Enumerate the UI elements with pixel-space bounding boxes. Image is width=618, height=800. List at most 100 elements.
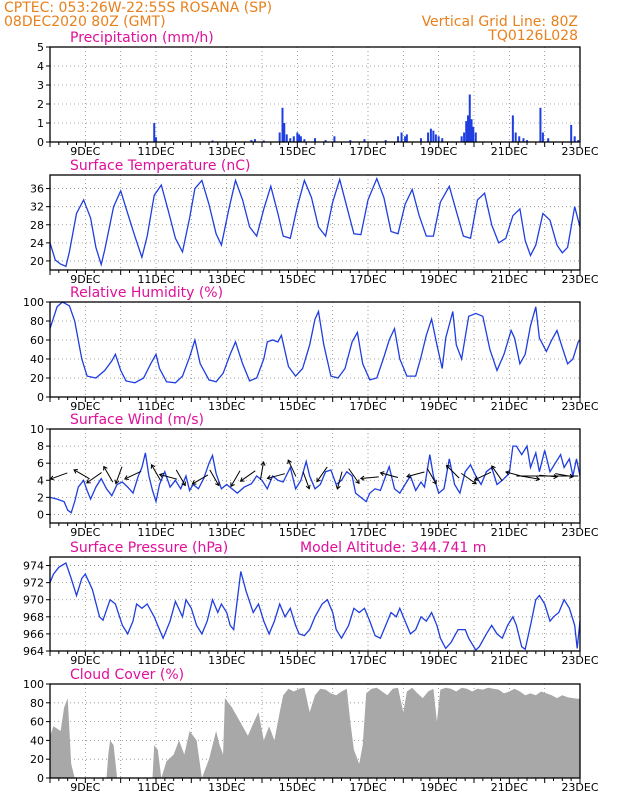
y-tick-label: 5 (37, 41, 44, 54)
date-label: 15DEC (279, 781, 316, 794)
wind-arrow (426, 467, 437, 485)
y-tick-label: 60 (30, 716, 44, 729)
wind-arrow-head (355, 479, 360, 485)
precip-bar (299, 136, 302, 142)
wind-arrow (230, 470, 241, 488)
precip-bar (384, 140, 387, 142)
precip-bar (363, 139, 366, 142)
wind-arrow-shaft (230, 470, 241, 487)
wind-arrow-head (359, 475, 365, 481)
y-tick-label: 2 (37, 491, 44, 504)
precip-bar (547, 138, 550, 142)
precip-bar (289, 138, 292, 142)
date-label: 17DEC (349, 526, 386, 539)
date-label: 15DEC (279, 145, 316, 158)
wind-arrow-shaft (474, 471, 492, 481)
wind-arrow-shaft (287, 459, 297, 477)
wind-panel: 0 2 4 6 8 10 9DEC 11DEC 13DEC 15DEC 17DEC 19DEC 21DE… (30, 412, 599, 539)
precip-bar (296, 132, 299, 142)
y-tick-label: 0 (37, 508, 44, 521)
wind-arrow (445, 464, 460, 479)
precip-bar (432, 130, 435, 142)
wind-arrow-shaft (348, 468, 360, 484)
wind-arrow-head (305, 484, 311, 490)
y-tick-label: 40 (30, 734, 44, 747)
precip-bar (155, 137, 157, 142)
date-label: 9DEC (70, 400, 100, 413)
precip-bar (470, 119, 473, 142)
pres-series-line (49, 562, 581, 652)
temp-frame (49, 174, 581, 271)
precip-bar (514, 132, 517, 142)
wind-arrow-shaft (73, 469, 90, 480)
y-tick-label: 966 (23, 628, 44, 641)
wind-arrow (114, 466, 123, 485)
wind-arrow-head (191, 480, 197, 485)
date-label: 17DEC (349, 400, 386, 413)
temp-title: Surface Temperature (nC) (70, 158, 251, 174)
date-label: 13DEC (208, 781, 245, 794)
wind-arrow (287, 459, 297, 477)
precip-bar (541, 132, 544, 142)
wind-arrow-head (335, 484, 341, 490)
date-label: 11DEC (137, 145, 174, 158)
y-tick-label: 3 (37, 79, 44, 92)
wind-arrow-head (158, 472, 164, 478)
precip-frame (49, 46, 581, 143)
y-tick-label: 32 (30, 201, 44, 214)
precip-bar (468, 94, 471, 142)
date-label: 19DEC (420, 145, 457, 158)
wind-arrow-head (181, 481, 186, 487)
y-tick-label: 970 (23, 594, 44, 607)
precip-bar (460, 136, 463, 142)
y-tick-label: 0 (37, 136, 44, 149)
wind-arrow-shaft (491, 465, 503, 482)
date-label: 13DEC (208, 145, 245, 158)
wind-arrow-head (230, 482, 235, 488)
y-tick-label: 100 (23, 296, 44, 309)
date-label: 9DEC (70, 273, 100, 286)
date-label: 17DEC (349, 781, 386, 794)
header-grid-note: Vertical Grid Line: 80Z (422, 14, 578, 30)
date-label: 21DEC (491, 145, 528, 158)
wind-arrow-head (266, 475, 272, 481)
precip-bar (250, 140, 253, 142)
y-tick-label: 80 (30, 315, 44, 328)
date-label: 21DEC (491, 273, 528, 286)
date-label: 21DEC (491, 781, 528, 794)
date-label: 11DEC (137, 654, 174, 667)
wind-arrow-head (114, 479, 120, 485)
wind-arrow (49, 472, 68, 481)
wind-arrow-head (445, 464, 451, 470)
wind-arrow (302, 471, 311, 490)
pres-subtitle: Model Altitude: 344.741 m (300, 540, 486, 556)
wind-arrow-head (379, 471, 385, 477)
date-label: 23DEC (561, 781, 598, 794)
cloud-cover-area (50, 687, 580, 778)
wind-arrow-head (150, 463, 156, 469)
y-tick-label: 60 (30, 334, 44, 347)
wind-arrow (175, 469, 186, 487)
precip-bar (526, 140, 528, 142)
date-label: 19DEC (420, 273, 457, 286)
wind-arrow-shaft (426, 467, 437, 485)
wind-arrow (359, 475, 379, 481)
wind-arrow-head (432, 479, 437, 485)
precip-bar (298, 134, 301, 142)
wind-title: Surface Wind (m/s) (70, 412, 204, 428)
precip-bar (349, 140, 352, 142)
precip-bar (405, 134, 408, 142)
wind-arrow-shaft (521, 475, 540, 480)
wind-arrow-shaft (302, 471, 310, 489)
wind-arrow (406, 471, 425, 479)
y-tick-label: 20 (30, 372, 44, 385)
y-tick-label: 36 (30, 183, 44, 196)
wind-arrow-head (73, 469, 79, 474)
wind-arrow (461, 472, 477, 485)
header-station: CPTEC: 053:26W-22:55S ROSANA (SP) (4, 0, 272, 16)
wind-arrow (335, 471, 343, 490)
date-label: 13DEC (208, 400, 245, 413)
precip-bar (434, 134, 437, 142)
wind-arrow (521, 475, 541, 482)
wind-arrow-shaft (86, 472, 102, 484)
